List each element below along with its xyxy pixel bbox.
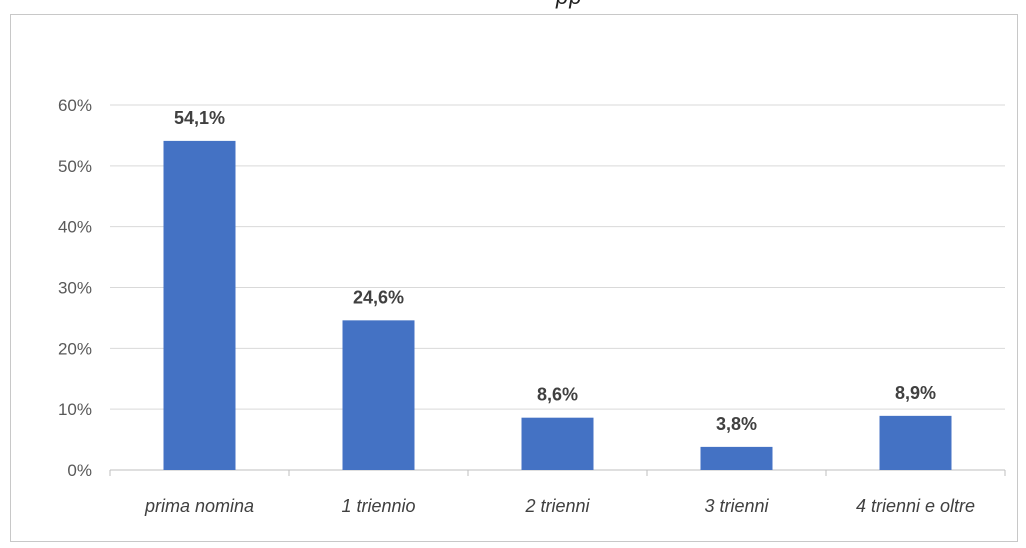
y-tick-label: 10% (58, 400, 92, 419)
category-label: prima nomina (144, 496, 254, 516)
data-label: 24,6% (353, 287, 404, 307)
y-tick-label: 40% (58, 218, 92, 237)
bar (342, 320, 415, 470)
category-label: 4 trienni e oltre (856, 496, 975, 516)
y-tick-label: 50% (58, 157, 92, 176)
data-label: 3,8% (716, 414, 757, 434)
data-label: 54,1% (174, 108, 225, 128)
y-tick-label: 20% (58, 339, 92, 358)
category-label: 3 trienni (704, 496, 769, 516)
data-label: 8,6% (537, 385, 578, 405)
y-tick-label: 0% (67, 461, 92, 480)
category-label: 1 triennio (341, 496, 415, 516)
category-label: 2 trienni (524, 496, 590, 516)
chart-title-fragment: pp (556, 0, 582, 10)
y-tick-label: 60% (58, 96, 92, 115)
bar (700, 446, 773, 470)
y-tick-label: 30% (58, 279, 92, 298)
bar (521, 417, 594, 470)
data-label: 8,9% (895, 383, 936, 403)
bar (163, 140, 236, 470)
bar (879, 415, 952, 470)
